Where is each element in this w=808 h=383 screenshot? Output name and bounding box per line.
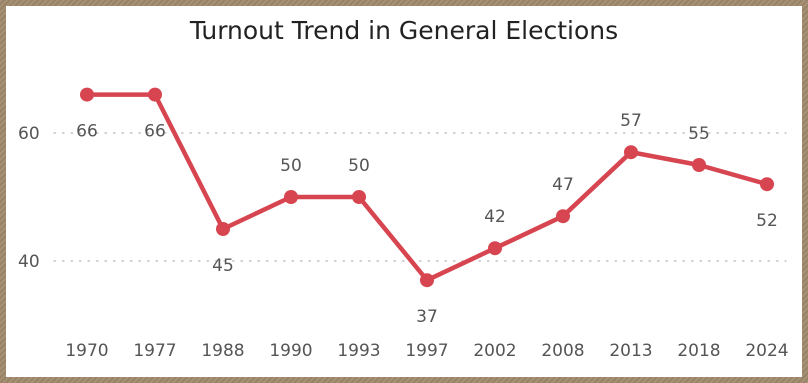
data-point-2013 [624, 145, 638, 160]
data-label-2002: 42 [484, 207, 506, 227]
x-tick-label-2024: 2024 [745, 341, 788, 361]
x-tick-label-2013: 2013 [609, 341, 652, 361]
data-label-2024: 52 [756, 211, 778, 231]
x-tick-label-1990: 1990 [269, 341, 312, 361]
data-point-1988 [216, 222, 230, 236]
x-tick-label-1977: 1977 [133, 341, 176, 361]
data-label-1970: 66 [76, 122, 98, 142]
series-line [84, 92, 770, 283]
data-point-1993 [352, 190, 366, 204]
data-point-1997 [420, 273, 434, 288]
data-point-1977 [148, 87, 162, 102]
chart-title: Turnout Trend in General Elections [189, 16, 619, 45]
x-tick-label-2018: 2018 [677, 341, 720, 361]
data-label-1993: 50 [348, 156, 370, 176]
y-tick-label-60: 60 [18, 124, 40, 144]
data-label-1990: 50 [280, 156, 302, 176]
data-point-1990 [284, 190, 298, 204]
data-point-2024 [760, 177, 774, 192]
data-label-1977: 66 [144, 122, 166, 142]
data-label-2018: 55 [688, 124, 710, 144]
data-label-1997: 37 [416, 307, 438, 327]
x-tick-label-1970: 1970 [65, 341, 108, 361]
data-label-1988: 45 [212, 256, 234, 276]
x-tick-label-1993: 1993 [337, 341, 380, 361]
data-label-2008: 47 [552, 175, 574, 195]
data-point-2008 [556, 209, 570, 224]
y-tick-label-40: 40 [18, 252, 40, 272]
line-chart: 40 60 1970 1977 1988 1990 1993 1997 2002 2008 2013… [18, 87, 789, 361]
x-tick-label-1988: 1988 [201, 341, 244, 361]
x-tick-label-1997: 1997 [405, 341, 448, 361]
x-tick-label-2002: 2002 [473, 341, 516, 361]
data-point-2018 [692, 158, 706, 172]
data-label-2013: 57 [620, 111, 642, 131]
data-point-2002 [488, 241, 502, 256]
chart-frame: Turnout Trend in General Elections 40 60 1… [6, 6, 802, 377]
x-tick-label-2008: 2008 [541, 341, 584, 361]
data-point-1970 [80, 87, 94, 102]
